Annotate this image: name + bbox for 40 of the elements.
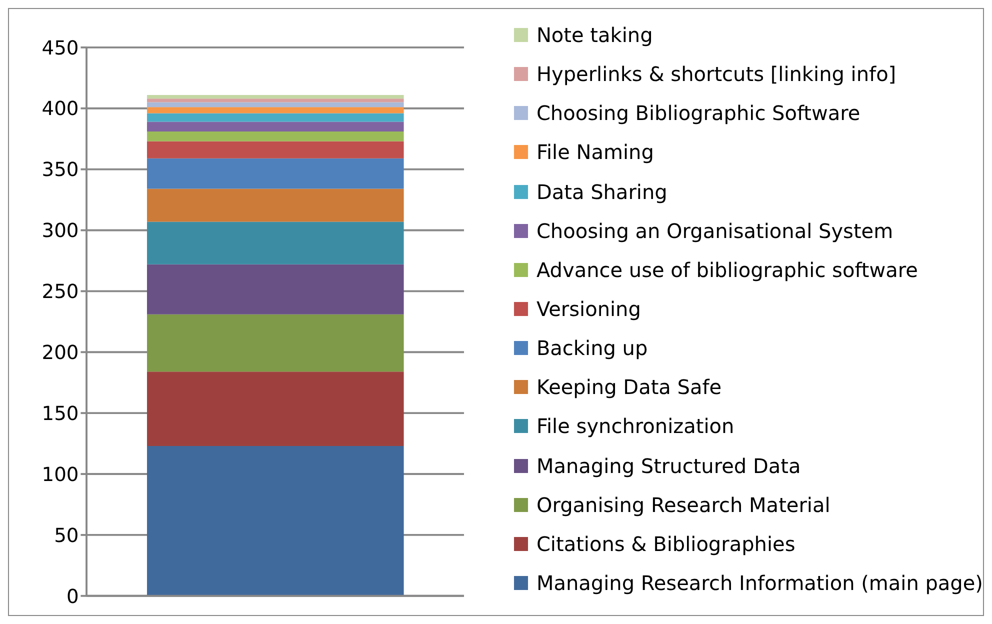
legend-label: Hyperlinks & shortcuts [linking info] [536, 62, 896, 86]
legend-label: Organising Research Material [536, 492, 830, 517]
bar [146, 188, 404, 222]
legend-label: Versioning [536, 296, 641, 321]
bar [146, 264, 404, 314]
legend-label: Backing up [536, 336, 648, 360]
y-tick-label: 50 [54, 524, 79, 547]
legend-label: Note taking [536, 23, 653, 47]
bar [146, 314, 404, 372]
y-tick-label: 300 [42, 219, 79, 242]
legend-label: Choosing Bibliographic Software [536, 101, 860, 126]
bar [146, 222, 404, 264]
bar [146, 446, 404, 596]
bar [146, 122, 404, 132]
y-tick-label: 200 [42, 341, 79, 364]
bar [146, 132, 404, 142]
legend-label: Managing Structured Data [536, 454, 801, 478]
legend-label: File Naming [536, 140, 654, 164]
legend-label: Citations & Bibliographies [536, 532, 796, 556]
y-tick-label: 0 [66, 584, 79, 608]
bar [146, 102, 404, 108]
legend-label: Advance use of bibliographic software [536, 258, 918, 282]
legend-label: Managing Research Information (main page) [536, 570, 983, 595]
bar [146, 141, 404, 158]
legend-label: File synchronization [536, 414, 734, 438]
legend-label: Data Sharing [536, 180, 668, 204]
bar [146, 94, 404, 99]
bar [146, 158, 404, 189]
bar [146, 98, 404, 102]
legend-label: Keeping Data Safe [536, 375, 722, 400]
y-tick-label: 250 [42, 280, 79, 304]
bar [146, 113, 404, 122]
y-tick-label: 100 [42, 462, 79, 486]
legend-label: Choosing an Organisational System [536, 218, 894, 243]
y-tick-label: 150 [42, 402, 79, 425]
bar [146, 107, 404, 114]
bar [146, 372, 404, 446]
y-tick-label: 350 [42, 158, 79, 182]
y-tick-label: 450 [42, 36, 79, 60]
y-tick-label: 400 [42, 97, 79, 120]
